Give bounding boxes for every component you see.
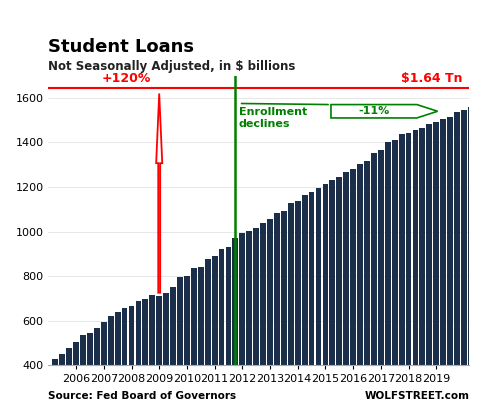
Bar: [101, 322, 106, 420]
Bar: [156, 296, 162, 420]
Bar: [364, 161, 370, 420]
Bar: [378, 150, 384, 420]
Bar: [253, 228, 259, 420]
Bar: [461, 110, 467, 420]
Bar: [260, 223, 266, 420]
Bar: [60, 354, 65, 420]
Bar: [150, 294, 155, 420]
Bar: [198, 267, 204, 420]
Bar: [52, 359, 58, 420]
Bar: [406, 133, 411, 420]
Bar: [108, 316, 114, 420]
Text: +120%: +120%: [101, 72, 151, 85]
Bar: [468, 107, 474, 420]
Bar: [115, 312, 121, 420]
Bar: [433, 122, 439, 420]
Bar: [288, 203, 294, 420]
Bar: [392, 140, 397, 420]
Bar: [274, 213, 280, 420]
Bar: [87, 333, 93, 420]
Bar: [482, 100, 484, 420]
Bar: [322, 184, 328, 420]
Text: Student Loans: Student Loans: [48, 38, 195, 56]
Bar: [281, 211, 287, 420]
Bar: [129, 306, 135, 420]
Bar: [399, 134, 405, 420]
Bar: [177, 277, 183, 420]
Text: Enrollment
declines: Enrollment declines: [239, 107, 307, 129]
Text: Source: Fed Board of Governors: Source: Fed Board of Governors: [48, 391, 237, 402]
Text: Not Seasonally Adjusted, in $ billions: Not Seasonally Adjusted, in $ billions: [48, 60, 296, 73]
Bar: [426, 124, 432, 420]
Text: $1.64 Tn: $1.64 Tn: [401, 72, 463, 85]
Text: -11%: -11%: [358, 106, 390, 116]
Bar: [475, 105, 481, 420]
Bar: [232, 238, 238, 420]
Bar: [80, 335, 86, 420]
Bar: [385, 142, 391, 420]
Bar: [240, 233, 245, 420]
Bar: [302, 195, 307, 420]
Bar: [316, 187, 321, 420]
Bar: [447, 117, 453, 420]
Bar: [357, 164, 363, 420]
Bar: [246, 231, 252, 420]
Bar: [73, 342, 79, 420]
Bar: [295, 201, 301, 420]
Bar: [94, 328, 100, 420]
Bar: [267, 219, 273, 420]
Bar: [191, 268, 197, 420]
Text: WOLFSTREET.com: WOLFSTREET.com: [364, 391, 469, 402]
Bar: [336, 177, 342, 420]
Bar: [136, 301, 141, 420]
Bar: [142, 299, 148, 420]
Bar: [170, 287, 176, 420]
Bar: [226, 247, 231, 420]
Bar: [219, 249, 225, 420]
Bar: [66, 348, 72, 420]
Bar: [163, 293, 169, 420]
Bar: [412, 129, 418, 420]
Bar: [212, 256, 217, 420]
Bar: [454, 112, 460, 420]
Bar: [420, 128, 425, 420]
Bar: [343, 172, 349, 420]
Bar: [184, 276, 190, 420]
Bar: [350, 169, 356, 420]
Bar: [371, 153, 377, 420]
Bar: [121, 308, 127, 420]
Bar: [205, 259, 211, 420]
Bar: [440, 119, 446, 420]
Bar: [309, 192, 315, 420]
Bar: [330, 180, 335, 420]
